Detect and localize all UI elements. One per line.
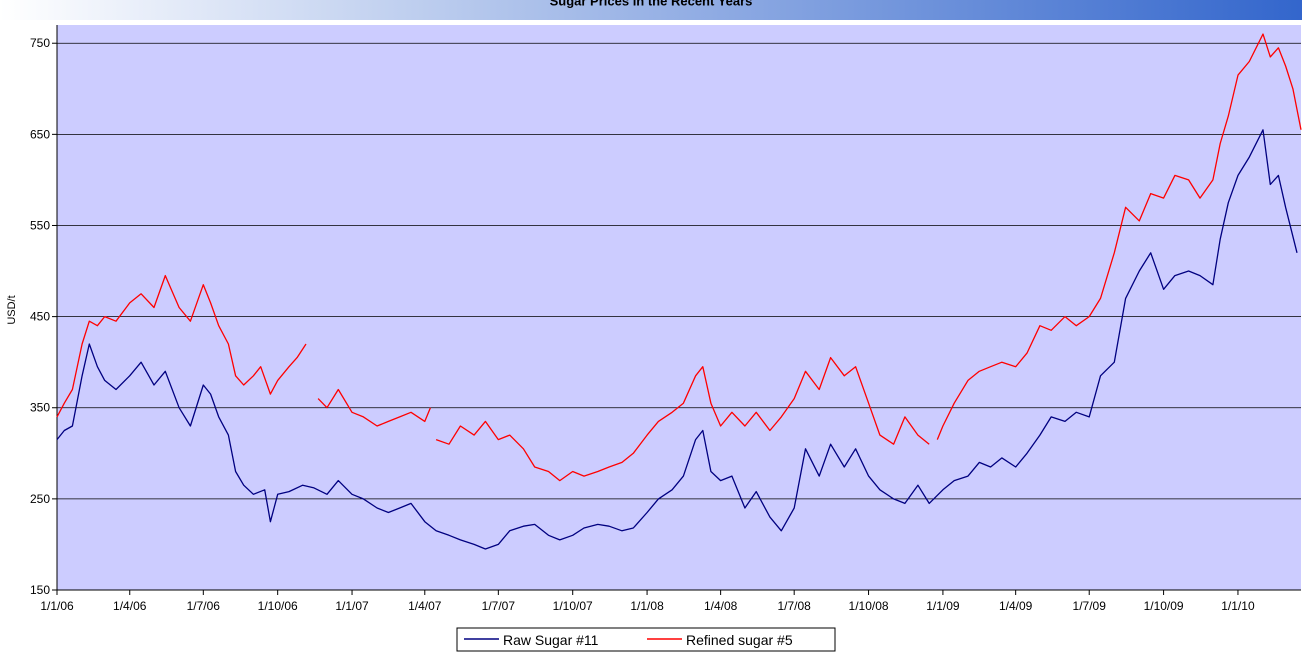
- ytick-label-250: 250: [30, 492, 50, 506]
- xtick-label-1/1/10: 1/1/10: [1221, 599, 1255, 613]
- title-bar: [0, 0, 1302, 20]
- xtick-label-1/1/08: 1/1/08: [630, 599, 664, 613]
- legend-label-refined-sugar: Refined sugar #5: [686, 632, 793, 648]
- xtick-label-1/4/06: 1/4/06: [113, 599, 147, 613]
- chart-title: Sugar Prices in the Recent Years: [550, 0, 753, 9]
- legend: Raw Sugar #11 Refined sugar #5: [456, 627, 836, 652]
- xtick-label-1/1/09: 1/1/09: [926, 599, 960, 613]
- legend-label-raw-sugar: Raw Sugar #11: [503, 632, 599, 648]
- xtick-label-1/10/09: 1/10/09: [1144, 599, 1184, 613]
- series-lines: [56, 33, 1302, 550]
- xtick-label-1/10/08: 1/10/08: [849, 599, 889, 613]
- ytick-label-450: 450: [30, 310, 50, 324]
- series-line-1-segment-3: [936, 33, 1302, 440]
- xtick-label-1/7/09: 1/7/09: [1073, 599, 1107, 613]
- ytick-label-750: 750: [30, 36, 50, 50]
- ytick-label-350: 350: [30, 401, 50, 415]
- ytick-label-550: 550: [30, 218, 50, 232]
- xtick-label-1/1/07: 1/1/07: [335, 599, 369, 613]
- gridlines: [57, 42, 1301, 500]
- axes: [52, 25, 1301, 595]
- tick-labels: 150 250 350 450 550 650 750 1/1/06 1/4/06 1/7/06 1…: [30, 36, 1255, 613]
- xtick-label-1/7/08: 1/7/08: [777, 599, 811, 613]
- series-line-1-segment-2: [435, 356, 930, 482]
- legend-box: [456, 627, 836, 652]
- plot-area: [57, 25, 1301, 590]
- xtick-label-1/7/07: 1/7/07: [482, 599, 516, 613]
- xtick-label-1/4/09: 1/4/09: [999, 599, 1033, 613]
- series-0: [56, 129, 1298, 550]
- xtick-label-1/10/06: 1/10/06: [258, 599, 298, 613]
- y-axis-title: USD/t: [6, 295, 18, 324]
- ytick-label-650: 650: [30, 127, 50, 141]
- xtick-label-1/1/06: 1/1/06: [40, 599, 74, 613]
- xtick-label-1/10/07: 1/10/07: [553, 599, 593, 613]
- xtick-label-1/4/08: 1/4/08: [704, 599, 738, 613]
- ytick-label-150: 150: [30, 583, 50, 597]
- series-line-1-segment-1: [317, 388, 432, 427]
- xtick-label-1/4/07: 1/4/07: [408, 599, 442, 613]
- series-line-1-segment-0: [56, 274, 307, 418]
- series-line-0-segment-0: [56, 129, 1298, 550]
- xtick-label-1/7/06: 1/7/06: [187, 599, 221, 613]
- series-1: [56, 33, 1302, 482]
